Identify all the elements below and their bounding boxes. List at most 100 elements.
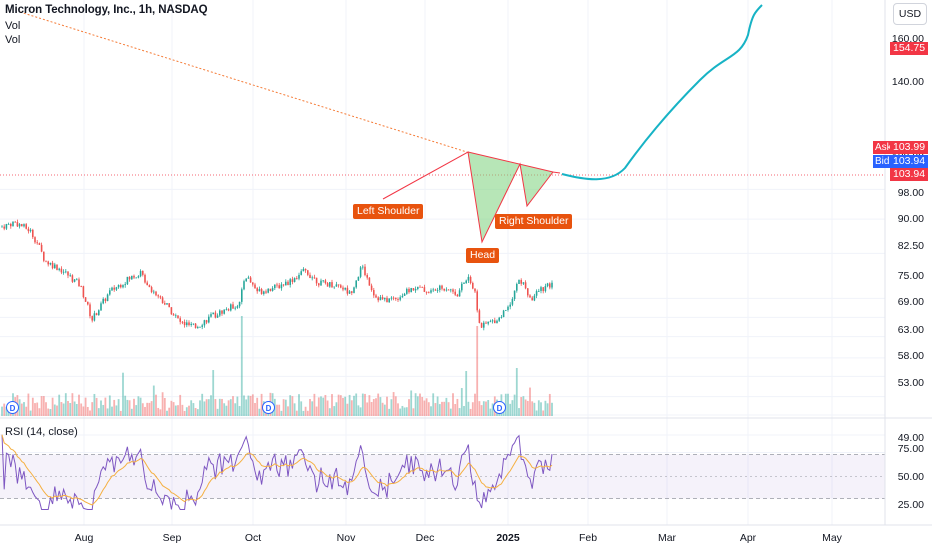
volume-bar — [452, 393, 454, 416]
candle-body — [10, 223, 12, 227]
candle-body — [62, 271, 65, 273]
volume-bar — [357, 405, 360, 416]
candle-body — [214, 312, 217, 318]
volume-bar — [421, 396, 424, 416]
volume-bar — [370, 402, 373, 416]
volume-bar — [474, 393, 476, 416]
price-tick: 90.00 — [897, 213, 924, 225]
volume-bar — [47, 408, 50, 416]
candle-body — [179, 318, 181, 322]
volume-bar — [23, 402, 25, 416]
candle-body — [326, 283, 329, 287]
volume-bar — [212, 370, 215, 416]
volume-bar — [280, 410, 283, 416]
volume-bar — [460, 388, 463, 416]
candle-body — [445, 289, 448, 291]
volume-bar — [295, 410, 298, 416]
volume-bar — [438, 404, 441, 416]
candle-body — [366, 275, 368, 278]
volume-bar — [449, 408, 452, 416]
candle-body — [212, 312, 214, 315]
candle-body — [542, 287, 544, 292]
candle-body — [1, 226, 3, 228]
volume-legend-1[interactable]: Vol — [5, 20, 21, 32]
candle-body — [192, 323, 195, 325]
dividend-marker[interactable]: D — [262, 401, 275, 414]
candle-body — [230, 304, 232, 311]
rsi-tick: 50.00 — [897, 471, 924, 483]
candle-body — [298, 274, 300, 279]
volume-bar — [504, 393, 507, 416]
candle-body — [82, 286, 85, 298]
rsi-legend[interactable]: RSI (14, close) — [5, 426, 78, 438]
volume-bar — [238, 406, 241, 416]
volume-bar — [139, 397, 142, 416]
symbol-title: Micron Technology, Inc., 1h, NASDAQ — [5, 4, 208, 16]
candle-body — [278, 285, 280, 289]
currency-button[interactable]: USD — [893, 3, 927, 25]
volume-bar — [236, 396, 239, 416]
volume-bar — [388, 408, 391, 416]
candle-body — [58, 268, 60, 270]
volume-bar — [168, 407, 171, 416]
dividend-marker[interactable]: D — [6, 401, 19, 414]
volume-bar — [80, 403, 83, 416]
candle-body — [256, 288, 258, 292]
volume-bar — [425, 398, 428, 416]
candle-body — [546, 283, 549, 287]
candle-body — [425, 291, 428, 293]
candle-body — [353, 287, 355, 293]
volume-bar — [210, 395, 212, 416]
candle-body — [221, 310, 223, 314]
volume-bar — [216, 408, 219, 416]
volume-bar — [166, 410, 168, 416]
volume-bar — [320, 396, 322, 416]
volume-bar — [531, 401, 534, 416]
candle-body — [428, 292, 430, 294]
candle-body — [307, 270, 309, 275]
dividend-marker[interactable]: D — [493, 401, 506, 414]
volume-bar — [520, 397, 523, 416]
projection-curve — [561, 4, 763, 181]
volume-bar — [20, 403, 23, 416]
candle-body — [498, 317, 500, 321]
candle-body — [480, 322, 483, 328]
head-label[interactable]: Head — [466, 248, 500, 263]
candle-body — [201, 325, 203, 327]
candle-body — [386, 297, 388, 303]
candle-body — [137, 276, 140, 278]
volume-bar — [29, 410, 32, 416]
candle-body — [16, 222, 19, 227]
volume-bar — [38, 408, 41, 416]
candle-body — [91, 316, 93, 321]
volume-bar — [366, 402, 369, 416]
candle-body — [434, 289, 437, 291]
candle-body — [243, 281, 245, 290]
volume-bar — [408, 399, 410, 416]
volume-bar — [73, 401, 76, 416]
candle-body — [95, 313, 98, 316]
volume-bar — [430, 406, 432, 416]
candle-body — [126, 276, 129, 285]
candle-body — [529, 295, 531, 298]
volume-bar — [342, 397, 344, 416]
right-shoulder-label[interactable]: Right Shoulder — [495, 214, 573, 229]
volume-bar — [172, 402, 175, 416]
candle-body — [406, 288, 408, 294]
candle-body — [18, 224, 21, 227]
candle-body — [384, 297, 386, 300]
candle-body — [29, 229, 32, 232]
candle-body — [260, 289, 263, 294]
candle-body — [177, 315, 179, 319]
candle-body — [520, 280, 522, 284]
candle-body — [535, 291, 538, 296]
left-shoulder-label[interactable]: Left Shoulder — [353, 204, 424, 219]
volume-bar — [432, 393, 435, 416]
volume-bar — [157, 407, 160, 416]
volume-bar — [535, 410, 538, 416]
ask-label: Ask — [873, 141, 894, 154]
volume-bar — [436, 396, 439, 416]
candle-body — [538, 290, 540, 292]
volume-legend-2[interactable]: Vol — [5, 34, 21, 46]
